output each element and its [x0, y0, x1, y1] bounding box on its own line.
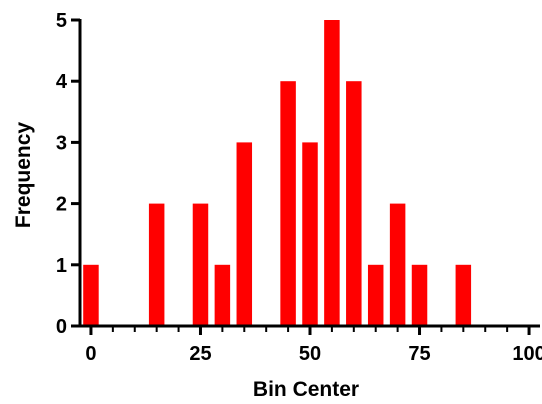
- x-axis-label: Bin Center: [253, 378, 359, 401]
- x-tick-label: 100: [512, 343, 542, 365]
- bar-0: [83, 264, 99, 326]
- x-tick-label: 75: [408, 343, 430, 365]
- y-tick-label: 0: [56, 316, 67, 338]
- bar-60: [346, 81, 362, 326]
- bars-layer: [83, 20, 472, 326]
- bar-85: [455, 264, 472, 326]
- y-tick-label: 5: [56, 10, 67, 32]
- bar-50: [302, 142, 318, 326]
- bar-65: [367, 264, 384, 326]
- bar-15: [148, 203, 165, 326]
- bar-70: [389, 203, 406, 326]
- x-tick-label: 25: [189, 343, 211, 365]
- y-tick-label: 1: [56, 255, 67, 277]
- x-tick-layer: 0 25 50 75 100: [85, 326, 542, 365]
- bar-25: [192, 203, 209, 326]
- y-tick-label: 3: [56, 132, 67, 154]
- y-axis-label: Frequency: [12, 122, 35, 229]
- bar-35: [236, 142, 253, 326]
- bar-30: [214, 264, 231, 326]
- y-tick-label: 4: [56, 71, 68, 93]
- x-tick-label: 0: [85, 343, 96, 365]
- y-tick-label: 2: [56, 194, 67, 216]
- bar-45: [280, 81, 296, 326]
- y-tick-layer: 0 1 2 3 4 5: [56, 10, 80, 338]
- bar-55: [324, 20, 340, 326]
- bar-75: [411, 264, 428, 326]
- x-tick-label: 50: [299, 343, 321, 365]
